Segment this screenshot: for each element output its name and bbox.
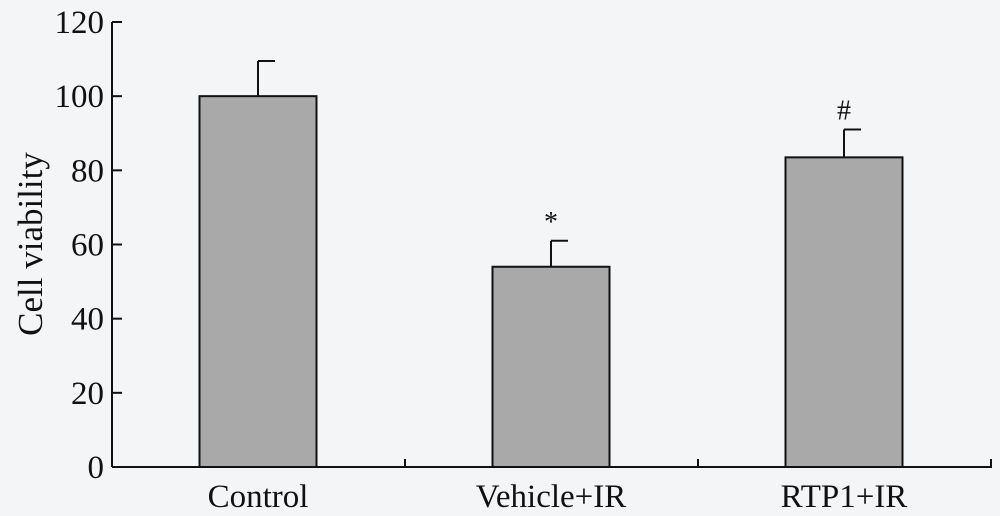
y-axis-title: Cell viability <box>11 152 50 336</box>
y-tick-label: 0 <box>88 450 105 486</box>
y-tick-label: 20 <box>71 376 104 412</box>
y-tick-label: 40 <box>71 302 104 338</box>
bars-layer: *# <box>198 59 904 469</box>
significance-marker: * <box>544 207 558 238</box>
x-tick-label: Control <box>208 479 309 515</box>
x-tick-label: Vehicle+IR <box>476 479 627 515</box>
bar-vehicle-ir <box>491 265 611 468</box>
bar-rtp1-ir <box>784 156 904 469</box>
bar-control <box>198 95 318 469</box>
y-tick-label: 80 <box>71 153 104 189</box>
significance-marker: # <box>837 96 851 127</box>
y-tick-label: 60 <box>71 228 104 264</box>
x-tick-label: RTP1+IR <box>781 479 908 515</box>
y-tick-label: 120 <box>55 5 105 41</box>
y-tick-label: 100 <box>55 79 105 115</box>
axes-layer: 0 20 40 60 80 100 120 Control Vehicle+IR RTP1+IR <box>55 5 992 515</box>
